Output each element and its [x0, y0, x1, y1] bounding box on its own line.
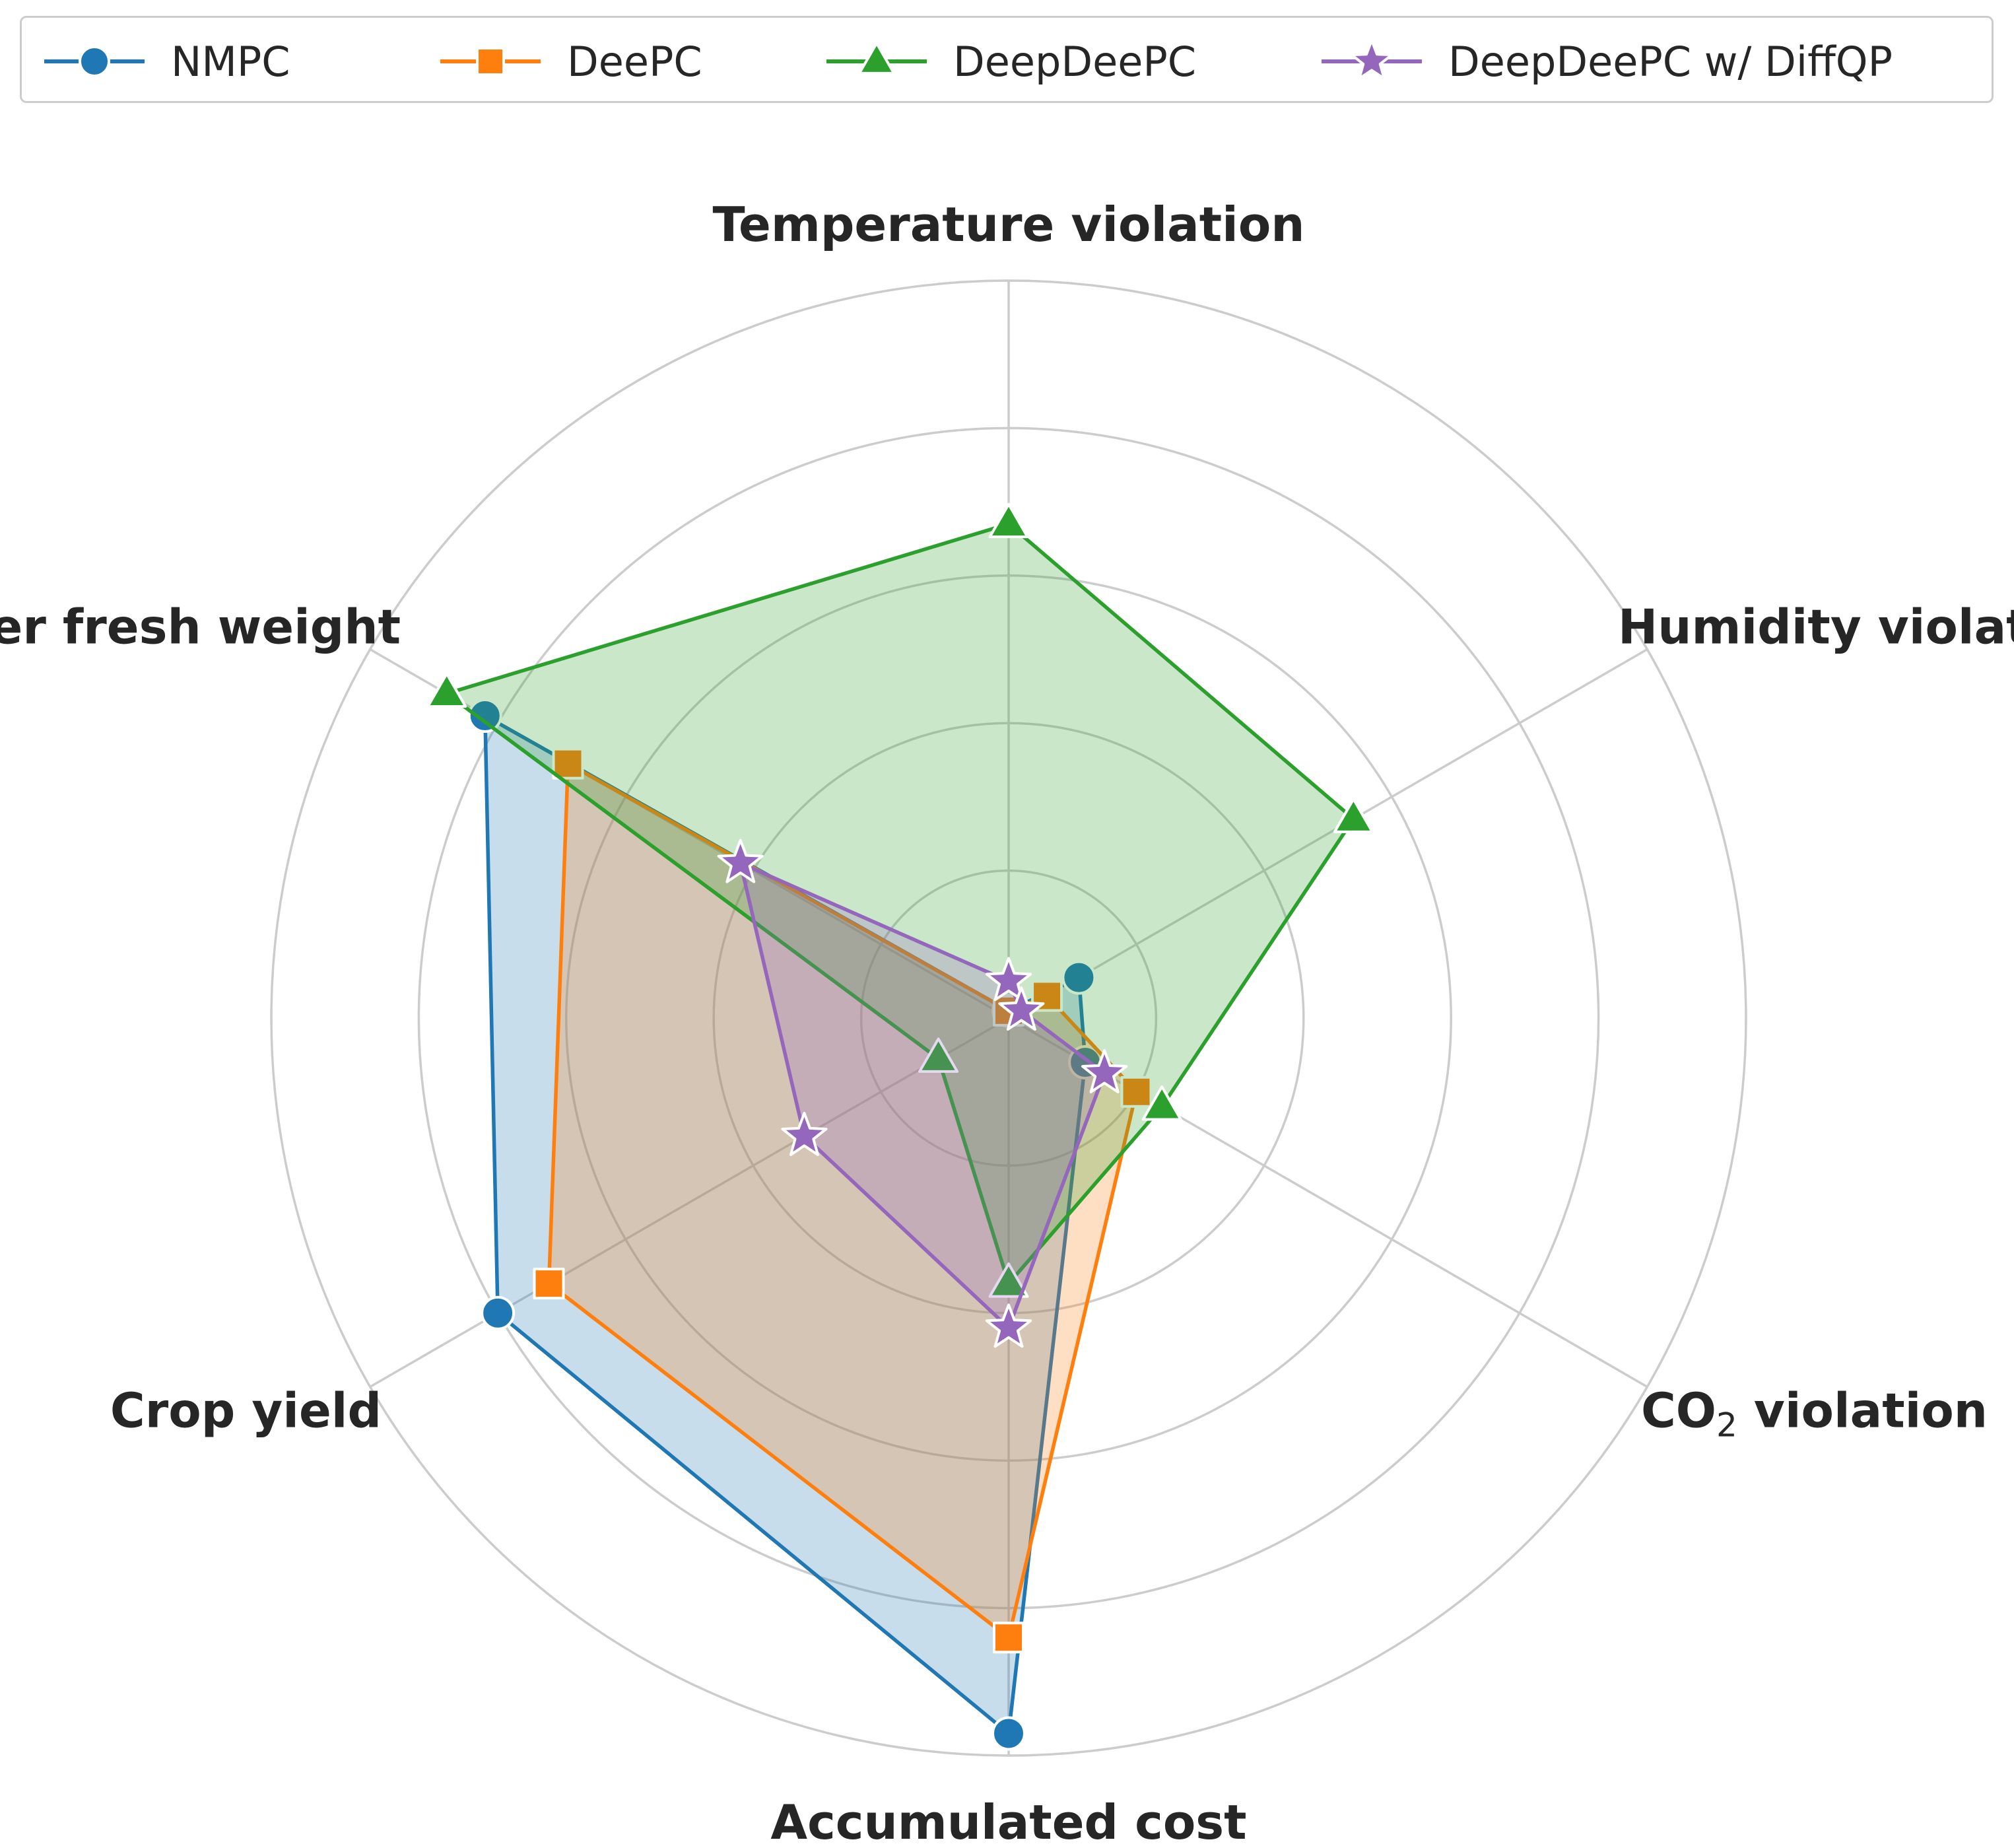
- data-point: [1333, 798, 1374, 833]
- data-point: [985, 957, 1032, 1002]
- data-point: [918, 1037, 959, 1073]
- data-point: [988, 1262, 1029, 1298]
- data-point: [993, 1622, 1024, 1654]
- legend-label: DeepDeePC: [953, 37, 1197, 86]
- grid-spoke: [369, 1017, 1009, 1388]
- data-point: [1061, 960, 1096, 995]
- legend-swatch: [1322, 39, 1422, 80]
- series-area: [740, 863, 1105, 1328]
- legend-entry: DeepDeePC: [824, 18, 1196, 105]
- axis-label: Crop yield: [110, 1383, 382, 1439]
- data-point: [1081, 1049, 1128, 1093]
- axis-label: CO2 violation: [1641, 1383, 1988, 1445]
- legend-swatch: [826, 42, 927, 75]
- legend: NMPC DeePC DeepDeePC DeepDeePC w/ DiffQP: [20, 16, 1994, 103]
- grid-spoke: [1008, 648, 1648, 1019]
- series-3: [717, 838, 1128, 1348]
- legend-marker: [79, 46, 110, 77]
- axis-label: Humidity violation: [1618, 599, 2014, 655]
- data-point: [552, 747, 584, 780]
- series-layer: [426, 502, 1374, 1751]
- legend-entry: DeePC: [438, 18, 702, 105]
- axis-labels: Temperature violation Humidity violation C…: [0, 197, 2014, 1848]
- legend-label: NMPC: [171, 37, 290, 86]
- legend-marker: [1350, 39, 1393, 80]
- data-point: [426, 672, 467, 708]
- legend-label: DeePC: [567, 37, 702, 86]
- series-2: [426, 502, 1374, 1298]
- axis-label: Cost per fresh weight: [0, 599, 401, 655]
- data-point: [481, 1295, 516, 1330]
- data-point: [1141, 1085, 1182, 1121]
- axis-label: Temperature violation: [712, 197, 1304, 252]
- legend-swatch: [440, 47, 541, 76]
- data-point: [991, 1716, 1026, 1751]
- legend-marker: [857, 42, 896, 75]
- data-point: [985, 1303, 1032, 1348]
- legend-marker: [476, 47, 505, 76]
- data-point: [467, 699, 502, 734]
- legend-entry: NMPC: [42, 18, 290, 105]
- data-point: [533, 1268, 565, 1300]
- data-point: [781, 1111, 828, 1156]
- grid: [270, 279, 1747, 1757]
- legend-entry: DeepDeePC w/ DiffQP: [1319, 18, 1893, 105]
- data-point: [717, 838, 764, 883]
- series-area: [446, 524, 1354, 1284]
- legend-label: DeepDeePC w/ DiffQP: [1448, 37, 1893, 86]
- data-point: [988, 502, 1029, 539]
- data-point: [998, 986, 1045, 1031]
- series-area: [549, 763, 1137, 1638]
- legend-swatch: [44, 46, 145, 77]
- axis-label: Accumulated cost: [770, 1795, 1246, 1848]
